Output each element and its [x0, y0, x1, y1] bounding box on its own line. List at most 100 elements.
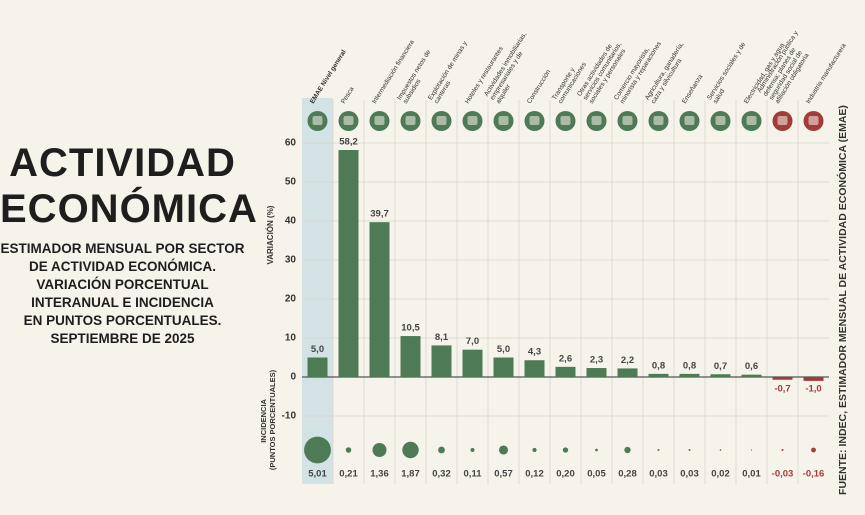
incidence-label: 0,12: [525, 469, 544, 480]
value-label: 7,0: [466, 336, 479, 347]
incidence-label: 1,36: [370, 469, 389, 480]
value-label: 0,8: [683, 360, 696, 371]
y-tick-label: 60: [285, 138, 297, 149]
incidence-label: 0,05: [587, 469, 606, 480]
bar: [369, 222, 390, 377]
bar: [679, 373, 700, 377]
sector-icon-glyph: [498, 116, 509, 125]
incidence-label: 0,32: [432, 469, 451, 480]
category-label: Administración pública y defensa; planes…: [756, 28, 818, 105]
sector-icon-glyph: [436, 116, 447, 125]
value-label: 39,7: [370, 209, 389, 220]
bar: [338, 150, 359, 377]
subtitle-line: EN PUNTOS PORCENTUALES.: [23, 313, 222, 328]
sector-icon-glyph: [560, 116, 571, 125]
bar: [617, 368, 638, 377]
incidence-label: 0,03: [649, 469, 668, 480]
subtitle: ESTIMADOR MENSUAL POR SECTOR DE ACTIVIDAD…: [0, 240, 245, 348]
category-label-line: Construcción: [526, 68, 553, 105]
value-label: -0,7: [774, 384, 790, 395]
incidence-dot: [532, 447, 537, 453]
category-label: Enseñanza: [681, 73, 705, 105]
bar: [741, 374, 762, 377]
sector-icon-glyph: [808, 116, 819, 125]
value-label: 58,2: [339, 137, 358, 148]
y-tick-label: 40: [285, 216, 297, 227]
value-label: 8,1: [435, 332, 449, 343]
value-label: 5,0: [497, 344, 510, 355]
incidence-dot: [345, 447, 352, 453]
sector-icon-glyph: [622, 116, 633, 125]
incidence-dot: [438, 446, 445, 454]
value-label: 0,7: [714, 361, 727, 372]
highlight-column: [302, 98, 333, 484]
incidence-label: -0,03: [772, 469, 794, 480]
subtitle-line: VARIACIÓN PORCENTUAL: [36, 277, 209, 292]
value-label: 10,5: [401, 323, 420, 334]
category-label-line: Industria manufacturera: [805, 42, 848, 105]
subtitle-line: INTERANUAL E INCIDENCIA: [31, 295, 214, 310]
incidence-dot: [498, 445, 509, 455]
category-label: Construcción: [526, 68, 553, 105]
sector-icon-glyph: [374, 116, 385, 125]
y-tick-label: 50: [285, 177, 297, 188]
sector-icon-glyph: [746, 116, 757, 125]
subtitle-line: DE ACTIVIDAD ECONÓMICA.: [28, 259, 216, 274]
value-label: 4,3: [528, 347, 541, 358]
y-tick-label: 0: [290, 372, 296, 383]
chart-title: ACTIVIDAD ECONÓMICA: [0, 141, 258, 231]
incidence-label: 0,01: [742, 469, 761, 480]
y-tick-label: -10: [282, 411, 297, 422]
bar: [555, 366, 576, 377]
incidence-label: 0,02: [711, 469, 730, 480]
source: FUENTE: INDEC, ESTIMADOR MENSUAL DE ACTI…: [836, 105, 849, 495]
incidence-dot: [624, 446, 631, 454]
value-label: 0,8: [652, 360, 665, 371]
incidence-label: 0,57: [494, 469, 513, 480]
incidence-dot: [372, 443, 387, 457]
subtitle-line: SEPTIEMBRE DE 2025: [50, 331, 195, 346]
sector-icon-glyph: [591, 116, 602, 125]
sector-icon-glyph: [684, 116, 695, 125]
y2-axis-title-line: (PUNTOS PORCENTUALES): [268, 369, 277, 470]
bar: [400, 336, 421, 377]
incidence-label: 0,21: [339, 469, 358, 480]
sector-icon-glyph: [467, 116, 478, 125]
value-label: 2,6: [559, 353, 572, 364]
subtitle-line: ESTIMADOR MENSUAL POR SECTOR: [0, 241, 245, 256]
value-label: 0,6: [745, 361, 758, 372]
value-label: 5,0: [311, 344, 324, 355]
bar: [586, 368, 607, 377]
sector-icon-glyph: [715, 116, 726, 125]
incidence-dot: [811, 447, 816, 453]
y2-axis-title: INCIDENCIA (PUNTOS PORCENTUALES): [259, 369, 277, 470]
y-axis-title: VARIACIÓN (%): [266, 205, 275, 264]
incidence-dot: [402, 441, 419, 459]
bar: [710, 374, 731, 377]
y-tick-label: 30: [285, 255, 297, 266]
sector-icon-glyph: [653, 116, 664, 125]
bar: [493, 357, 514, 377]
bar: [462, 349, 483, 377]
incidence-dot: [562, 447, 569, 453]
bar: [431, 345, 452, 377]
bar: [307, 357, 328, 377]
sector-icon-glyph: [312, 116, 323, 125]
category-label-line: Servicios sociales y de: [706, 39, 748, 101]
sector-icon-glyph: [529, 116, 540, 125]
incidence-dot: [470, 448, 475, 452]
incidence-label: 0,11: [464, 469, 483, 480]
category-label: Pesca: [340, 85, 356, 105]
category-label-line: Explotación de minas y: [427, 39, 470, 102]
incidence-label: -0,16: [803, 469, 825, 480]
category-label-line: Enseñanza: [681, 73, 705, 105]
incidence-dot: [719, 449, 722, 451]
incidence-dot: [688, 448, 691, 452]
incidence-label: 1,87: [401, 469, 420, 480]
sector-icon-glyph: [405, 116, 416, 125]
title-block: ACTIVIDAD ECONÓMICA ESTIMADOR MENSUAL PO…: [0, 140, 258, 348]
incidence-label: 0,20: [556, 469, 575, 480]
incidence-dot: [750, 449, 753, 451]
